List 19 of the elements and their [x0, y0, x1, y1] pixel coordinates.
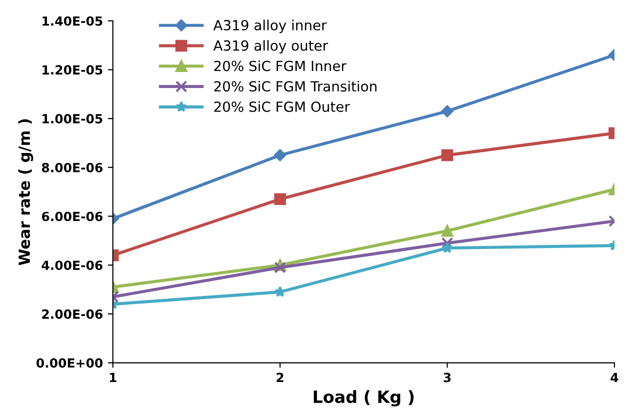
legend-label: 20% SiC FGM Outer	[214, 101, 350, 112]
y-axis-title: Wear rate ( g/m )	[18, 119, 34, 266]
x-tick-label: 4	[610, 372, 618, 382]
x-tick-label: 3	[444, 372, 451, 382]
x-tick-label: 2	[276, 372, 284, 382]
y-tick-label: 1.00E-05	[42, 114, 102, 124]
y-tick-label: 1.20E-05	[42, 65, 102, 75]
y-tick-label: 1.40E-05	[42, 16, 102, 26]
y-tick-label: 6.00E-06	[42, 212, 102, 222]
y-tick-label: 4.00E-06	[42, 260, 102, 270]
x-tick-label: 1	[110, 372, 116, 382]
y-tick-label: 8.00E-06	[42, 162, 102, 172]
legend-label: 20% SiC FGM Inner	[214, 60, 346, 72]
legend-label: A319 alloy inner	[213, 20, 327, 34]
y-tick-label: 0.00E+00	[36, 358, 103, 368]
y-tick-label: 2.00E-06	[42, 309, 102, 319]
x-axis-title: Load ( Kg )	[314, 390, 414, 406]
legend-label: A319 alloy outer	[213, 40, 328, 54]
legend-label: 20% SiC FGM Transition	[214, 80, 376, 92]
